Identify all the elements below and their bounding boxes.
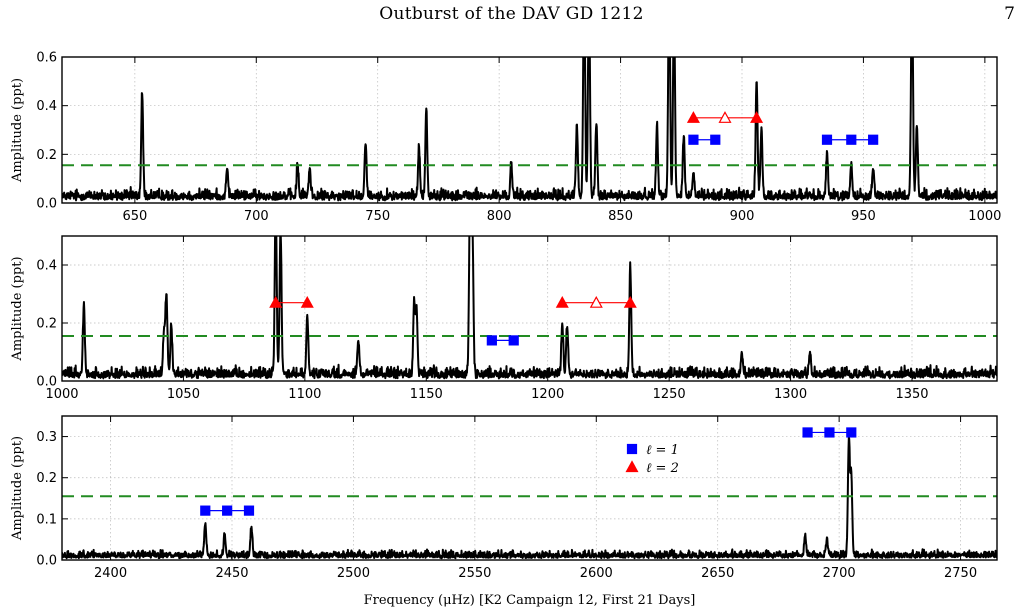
- x-tick-label: 1050: [167, 387, 200, 402]
- x-tick-label: 800: [487, 209, 512, 224]
- y-tick-label: 0.1: [36, 512, 57, 527]
- l1-marker: [710, 134, 721, 145]
- y-tick-label: 0.2: [36, 317, 57, 332]
- l2-multiplet: [269, 295, 314, 308]
- x-tick-label: 1150: [410, 387, 443, 402]
- y-axis-label: Amplitude (ppt): [10, 256, 25, 361]
- legend: ℓ = 1 ℓ = 2: [625, 443, 679, 476]
- axes-frame: [61, 56, 998, 204]
- x-tick-label: 2650: [701, 566, 734, 581]
- panel-1: 650 700 750 800 850 900 950 1000 0.0 0.2 0.4 0.6 Amp…: [10, 51, 1001, 225]
- l1-marker: [802, 427, 813, 438]
- l2-marker: [623, 295, 637, 308]
- x-tick-label: 1200: [531, 387, 564, 402]
- x-tick-label: 650: [122, 209, 147, 224]
- l1-marker: [200, 505, 211, 516]
- l1-multiplet: [688, 134, 721, 145]
- l1-marker: [846, 427, 857, 438]
- y-axis-label: Amplitude (ppt): [10, 436, 25, 541]
- l1-marker: [821, 134, 833, 145]
- x-tick-label: 2550: [458, 566, 491, 581]
- l2-marker: [625, 460, 639, 473]
- x-tick-label: 1350: [895, 387, 928, 402]
- x-tick-label: 2700: [823, 566, 856, 581]
- panel-3: 2400 2450 2500 2550 2600 2650 2700 2750 0.0 0.1 0.…: [10, 415, 998, 608]
- legend-entry-label: ℓ = 2: [646, 461, 679, 476]
- y-tick-label: 0.0: [36, 554, 57, 569]
- x-tick-label: 2600: [580, 566, 613, 581]
- l1-multiplet: [821, 134, 879, 145]
- amplitude-spectrum-line: [62, 436, 997, 560]
- l1-multiplet: [486, 335, 519, 346]
- y-tick-label: 0.2: [36, 471, 57, 486]
- x-tick-label: 1300: [774, 387, 807, 402]
- l1-marker: [846, 134, 857, 145]
- legend-entry-label: ℓ = 1: [646, 443, 679, 458]
- x-axis-label: Frequency (μHz) [K2 Campaign 12, First 2…: [364, 593, 696, 608]
- x-tick-label: 1100: [288, 387, 321, 402]
- y-tick-label: 0.0: [36, 375, 57, 390]
- l1-marker: [486, 335, 497, 346]
- l1-marker: [243, 505, 255, 516]
- x-tick-label: 950: [851, 209, 876, 224]
- l1-marker: [868, 134, 879, 145]
- y-tick-label: 0.3: [36, 430, 57, 445]
- panel-2: 1000 1050 1100 1150 1200 1250 1300 1350 0.0 0.2 0.…: [10, 235, 998, 402]
- l2-marker: [686, 111, 700, 123]
- page-header-title: Outburst of the DAV GD 1212: [379, 4, 644, 24]
- x-tick-label: 850: [608, 209, 633, 224]
- y-tick-label: 0.2: [36, 148, 57, 163]
- l1-marker: [626, 443, 638, 455]
- x-tick-label: 2400: [94, 566, 127, 581]
- x-tick-label: 700: [244, 209, 269, 224]
- l1-marker: [688, 134, 699, 145]
- x-tick-label: 2450: [215, 566, 248, 581]
- l2-multiplet: [555, 295, 637, 308]
- x-tick-label: 2750: [944, 566, 977, 581]
- x-tick-label: 1000: [45, 387, 78, 402]
- axes-frame: [61, 415, 998, 561]
- l1-marker: [508, 335, 519, 346]
- y-tick-label: 0.4: [36, 259, 57, 274]
- y-axis-label: Amplitude (ppt): [10, 78, 25, 183]
- x-tick-label: 1000: [968, 209, 1001, 224]
- amplitude-spectrum-line: [62, 57, 997, 202]
- l2-marker: [269, 295, 283, 308]
- l2-marker: [750, 111, 764, 123]
- x-tick-label: 750: [365, 209, 390, 224]
- x-tick-label: 900: [730, 209, 755, 224]
- l2-multiplet: [686, 111, 764, 123]
- axes-frame: [61, 235, 998, 382]
- l1-marker: [222, 505, 233, 516]
- amplitude-spectrum-line: [62, 236, 997, 380]
- l1-marker: [824, 427, 835, 438]
- y-tick-label: 0.4: [36, 99, 57, 114]
- page-number: 7: [1004, 4, 1015, 24]
- l2-marker: [555, 295, 569, 308]
- x-tick-label: 2500: [337, 566, 370, 581]
- l2-marker: [589, 295, 603, 308]
- y-tick-label: 0.0: [36, 197, 57, 212]
- l1-multiplet: [200, 505, 255, 516]
- x-tick-label: 1250: [653, 387, 686, 402]
- y-tick-label: 0.6: [36, 51, 57, 66]
- l2-marker: [300, 295, 314, 308]
- l1-multiplet: [802, 427, 857, 438]
- l2-marker: [718, 111, 732, 123]
